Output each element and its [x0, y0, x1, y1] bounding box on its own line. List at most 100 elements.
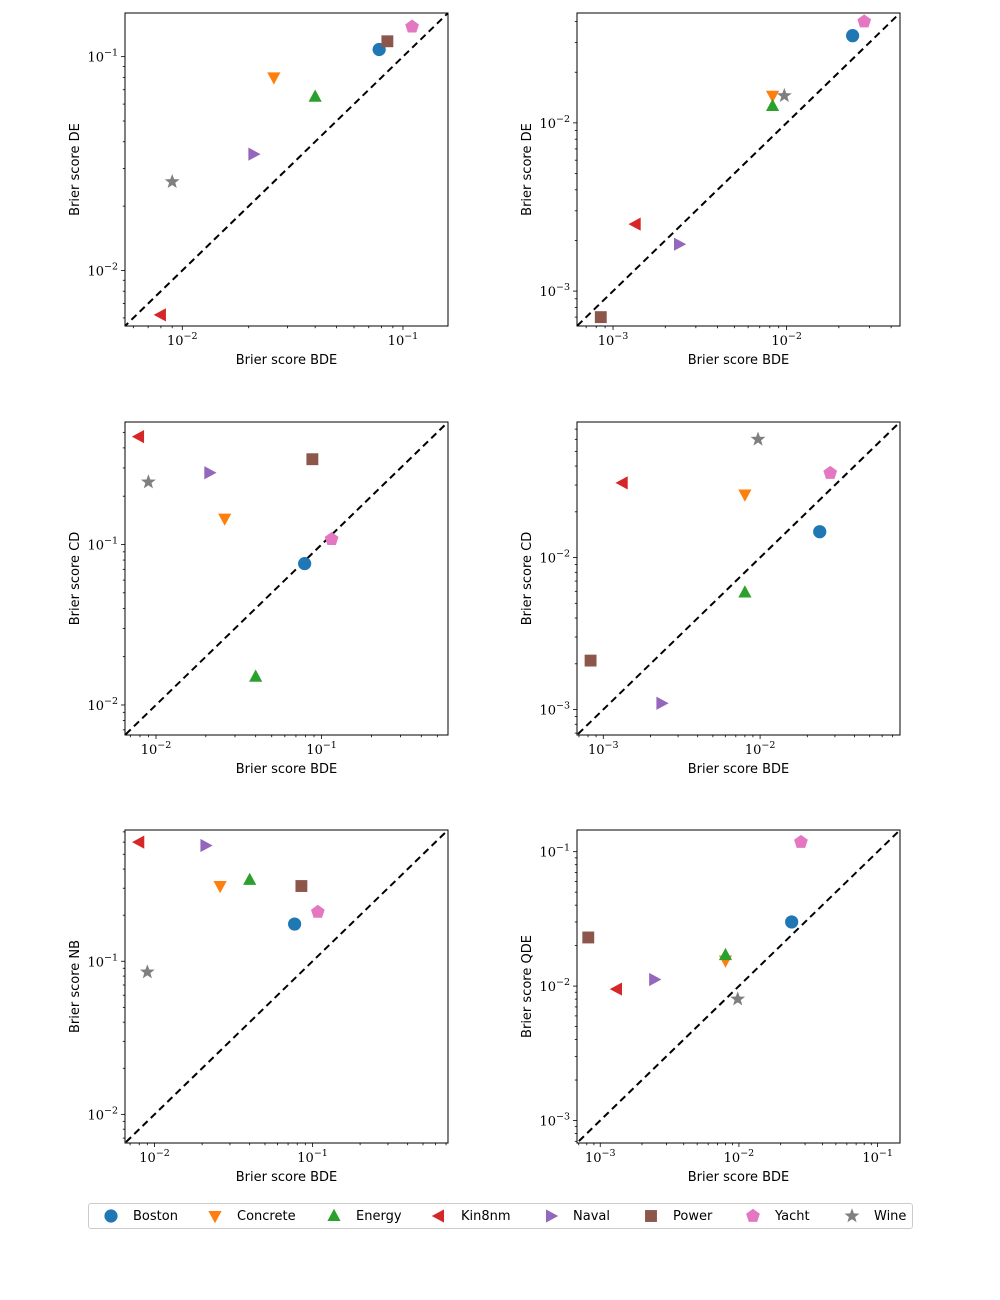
point-kin8nm [609, 982, 622, 996]
x-tick-label: 10−1 [862, 1148, 893, 1166]
point-concrete [267, 72, 281, 85]
x-axis-label: Brier score BDE [236, 353, 338, 368]
y-tick-label: 10−2 [87, 1105, 118, 1123]
legend-item-kin8nm: Kin8nm [431, 1204, 511, 1228]
wine-marker-icon [844, 1208, 860, 1223]
point-power [584, 654, 597, 667]
identity-line [125, 830, 448, 1143]
point-naval [248, 147, 261, 161]
plot-frame [576, 12, 901, 327]
point-wine [730, 991, 746, 1006]
point-yacht [823, 465, 838, 479]
y-axis-label: Brier score DE [520, 123, 535, 216]
legend-marker-power [645, 1210, 657, 1222]
legend-marker-naval [545, 1209, 559, 1223]
point-concrete [218, 513, 232, 526]
point-energy [243, 872, 257, 885]
y-tick-label: 10−1 [539, 843, 570, 861]
point-energy [738, 585, 752, 598]
x-tick-label: 10−2 [141, 740, 172, 758]
identity-line [577, 422, 900, 735]
chart-panel-3: 10−2 10−1 10−2 10−1 Brier score BDE Brier sco… [68, 421, 449, 777]
x-axis-label: Brier score BDE [236, 1170, 338, 1185]
legend-item-boston: Boston [103, 1204, 178, 1228]
legend-item-energy: Energy [326, 1204, 402, 1228]
legend-label-kin8nm: Kin8nm [461, 1208, 511, 1224]
point-power [594, 311, 607, 324]
y-tick-label: 10−2 [539, 549, 570, 567]
point-concrete [738, 489, 752, 502]
legend: Boston Concrete Energy Kin8nm Naval Powe… [88, 1203, 913, 1229]
kin8nm-marker-icon [431, 1209, 445, 1223]
x-axis-label: Brier score BDE [236, 762, 338, 777]
plot-frame [124, 421, 449, 736]
x-tick-label: 10−2 [771, 331, 802, 349]
boston-marker-icon [104, 1209, 118, 1223]
point-boston [298, 557, 312, 571]
x-tick-label: 10−3 [588, 740, 619, 758]
x-tick-label: 10−2 [724, 1148, 755, 1166]
point-yacht [857, 14, 872, 28]
y-axis-label: Brier score NB [68, 940, 83, 1033]
identity-line [125, 422, 448, 735]
point-power [582, 931, 595, 944]
point-wine [140, 474, 156, 489]
y-tick-label: 10−1 [87, 536, 118, 554]
point-boston [813, 525, 827, 539]
point-concrete [213, 880, 227, 894]
point-boston [785, 915, 799, 929]
y-tick-label: 10−1 [87, 48, 118, 66]
legend-item-yacht: Yacht [745, 1204, 810, 1228]
x-tick-label: 10−3 [585, 1148, 616, 1166]
y-tick-label: 10−2 [87, 261, 118, 279]
point-kin8nm [628, 217, 641, 231]
legend-label-boston: Boston [133, 1208, 178, 1224]
point-kin8nm [132, 835, 145, 849]
point-energy [308, 89, 322, 102]
point-naval [649, 972, 662, 987]
plot-frame [576, 829, 901, 1144]
x-tick-label: 10−2 [167, 331, 198, 349]
legend-label-yacht: Yacht [775, 1208, 810, 1224]
legend-item-naval: Naval [543, 1204, 610, 1228]
legend-label-power: Power [673, 1208, 713, 1224]
x-axis-label: Brier score BDE [688, 762, 790, 777]
chart-panel-6: 10−3 10−2 10−1 10−3 10−2 10−1 Brier score BDE B… [520, 829, 901, 1185]
x-axis-label: Brier score BDE [688, 1170, 790, 1185]
x-tick-label: 10−1 [388, 331, 419, 349]
y-tick-label: 10−3 [539, 282, 570, 300]
naval-marker-icon [545, 1209, 559, 1223]
point-concrete [765, 90, 780, 103]
legend-marker-kin8nm [431, 1209, 445, 1223]
legend-marker-concrete [208, 1210, 222, 1224]
identity-line [577, 830, 900, 1143]
point-boston [288, 917, 302, 931]
point-wine [164, 173, 180, 189]
point-yacht [310, 904, 325, 918]
chart-panel-1: 10−2 10−1 10−2 10−1 Brier score BDE Brier sco… [68, 12, 449, 368]
y-axis-label: Brier score CD [520, 532, 535, 626]
x-tick-label: 10−3 [598, 331, 629, 349]
point-naval [204, 466, 217, 480]
plot-frame [576, 421, 901, 736]
plot-frame [124, 829, 449, 1144]
legend-item-power: Power [643, 1204, 712, 1228]
x-tick-label: 10−2 [139, 1148, 170, 1166]
point-yacht [794, 834, 808, 848]
point-energy [765, 98, 780, 112]
point-naval [656, 696, 669, 710]
point-power [306, 453, 319, 466]
legend-marker-wine [844, 1208, 860, 1223]
legend-label-energy: Energy [356, 1208, 402, 1224]
power-marker-icon [645, 1210, 657, 1222]
point-wine [776, 87, 792, 103]
legend-item-wine: Wine [844, 1204, 906, 1228]
chart-panel-4: 10−3 10−2 10−3 10−2 Brier score BDE Brier sco… [520, 421, 901, 777]
point-yacht [405, 19, 419, 33]
y-axis-label: Brier score CD [68, 532, 83, 626]
y-tick-label: 10−3 [539, 1111, 570, 1129]
point-kin8nm [615, 476, 628, 490]
identity-line [125, 13, 448, 326]
legend-label-concrete: Concrete [237, 1208, 296, 1224]
